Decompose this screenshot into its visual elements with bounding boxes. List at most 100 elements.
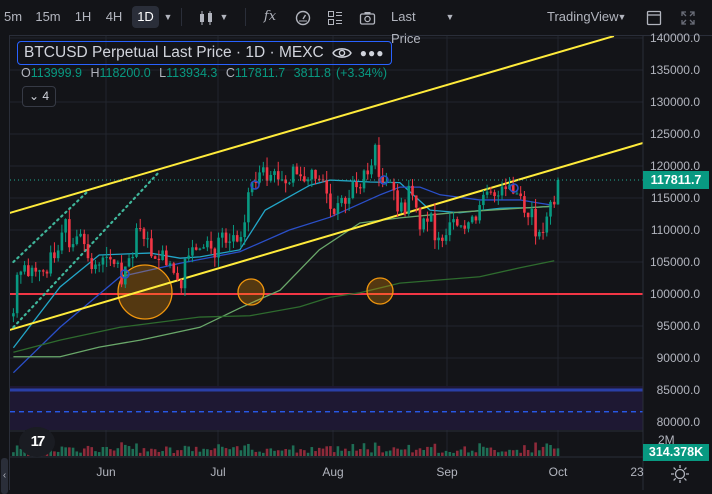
candle-body (325, 180, 329, 194)
brand-caret-icon[interactable]: ▼ (617, 12, 627, 22)
eye-icon[interactable] (331, 42, 352, 64)
volume-bar (508, 449, 511, 456)
candle-body (511, 184, 515, 194)
volume-bar (202, 448, 205, 456)
candle-body (366, 170, 370, 175)
camera-icon[interactable] (357, 6, 377, 28)
interval-1h[interactable]: 1H (74, 9, 92, 24)
volume-bar (519, 452, 522, 456)
indicators-toggle-button[interactable]: ⌄ 4 (22, 86, 56, 107)
candle-body (19, 271, 23, 275)
more-options-icon[interactable]: ●●● (359, 46, 385, 60)
candle-body (373, 144, 377, 166)
volume-bar (314, 451, 317, 456)
candle-body (142, 228, 146, 239)
time-tick-label: Jul (210, 465, 226, 479)
volume-bar (489, 447, 493, 456)
fullscreen-icon[interactable] (678, 6, 698, 28)
signal-marker (250, 180, 260, 190)
candle-body (340, 198, 343, 204)
volume-bar (198, 451, 202, 456)
highlight-circle[interactable] (366, 277, 394, 305)
candle-body (79, 233, 82, 237)
time-axis[interactable]: Jun Jul Aug Sep Oct 23 (10, 457, 643, 490)
volume-bar (56, 451, 60, 456)
channel-lower-trendline[interactable] (10, 142, 643, 331)
candle-body (392, 182, 396, 191)
volume-bar (124, 444, 127, 456)
interval-1d[interactable]: 1D (132, 6, 159, 28)
candle-body (329, 193, 332, 209)
candle-body (71, 244, 75, 248)
volume-bar (209, 450, 213, 456)
candle-body (459, 225, 463, 227)
candle-body (265, 167, 269, 181)
gauge-icon[interactable] (293, 6, 313, 28)
volume-bar (526, 449, 530, 456)
volume-bar (377, 445, 381, 456)
price-source-dropdown[interactable]: Last Price (391, 9, 421, 46)
volume-bar (79, 452, 82, 456)
volume-bar (295, 452, 299, 456)
candle-body (30, 267, 34, 277)
volume-bar (474, 452, 478, 456)
candle-body (232, 235, 235, 242)
volume-bar (288, 449, 291, 456)
volume-bar (153, 449, 157, 456)
chart-type-dropdown-icon[interactable]: ▼ (219, 12, 229, 22)
candle-body (194, 247, 198, 250)
volume-bar (71, 447, 75, 456)
interval-15m[interactable]: 15m (35, 9, 61, 24)
candle-body (295, 166, 299, 175)
volume-bar (68, 447, 71, 456)
highlight-circle[interactable] (237, 278, 265, 306)
volume-bar (49, 447, 52, 456)
candle-body (485, 191, 489, 195)
candle-body (90, 258, 94, 270)
volume-bar (455, 450, 459, 456)
highlight-circle-large[interactable] (117, 264, 173, 320)
price-tick-label: 100000.0 (649, 287, 700, 301)
candle-body (165, 250, 168, 266)
interval-5m[interactable]: 5m (3, 9, 23, 24)
volume-bar (161, 451, 164, 456)
interval-4h[interactable]: 4H (105, 9, 123, 24)
tradingview-menu[interactable]: TradingView (547, 9, 619, 24)
volume-bar (187, 446, 191, 456)
candle-body (336, 203, 340, 214)
volume-bar (429, 447, 433, 456)
candle-body (75, 236, 79, 245)
candle-body (332, 208, 336, 214)
volume-bar (306, 452, 310, 456)
volume-bar (191, 451, 194, 456)
dotted-upper-trendline[interactable] (12, 191, 88, 264)
dotted-lower-trendline[interactable] (12, 171, 160, 329)
collapse-chevron-icon[interactable]: ‹ (1, 458, 8, 494)
tradingview-logo[interactable]: 17 (19, 427, 55, 457)
settings-sun-icon[interactable] (670, 464, 690, 484)
candle-body (500, 186, 504, 196)
candle-body (56, 250, 60, 259)
candle-body (418, 207, 422, 230)
layout-grid-icon[interactable] (325, 6, 345, 28)
candle-body (198, 248, 202, 250)
chevron-down-icon: ⌄ (28, 89, 40, 103)
volume-bar (351, 444, 355, 456)
symbol-legend[interactable]: BTCUSD Perpetual Last Price · 1D · MEXC … (17, 41, 392, 65)
volume-bar (478, 443, 481, 456)
candles-chart-type-icon[interactable] (196, 6, 216, 28)
candle-body (441, 237, 444, 241)
price-source-caret-icon[interactable]: ▼ (445, 12, 455, 22)
volume-bar (105, 446, 108, 456)
channel-upper-trendline[interactable] (10, 36, 615, 214)
candle-body (176, 272, 179, 280)
candle-body (15, 274, 19, 314)
interval-dropdown-icon[interactable]: ▼ (163, 12, 173, 22)
time-tick-label: 23 (630, 465, 644, 479)
indicators-fx-icon[interactable]: fx (263, 9, 277, 24)
volume-bar (53, 451, 56, 456)
candle-body (97, 264, 101, 266)
window-icon[interactable] (644, 6, 664, 28)
price-axis[interactable]: 140000.0 135000.0 130000.0 125000.0 120000.0… (643, 32, 712, 457)
